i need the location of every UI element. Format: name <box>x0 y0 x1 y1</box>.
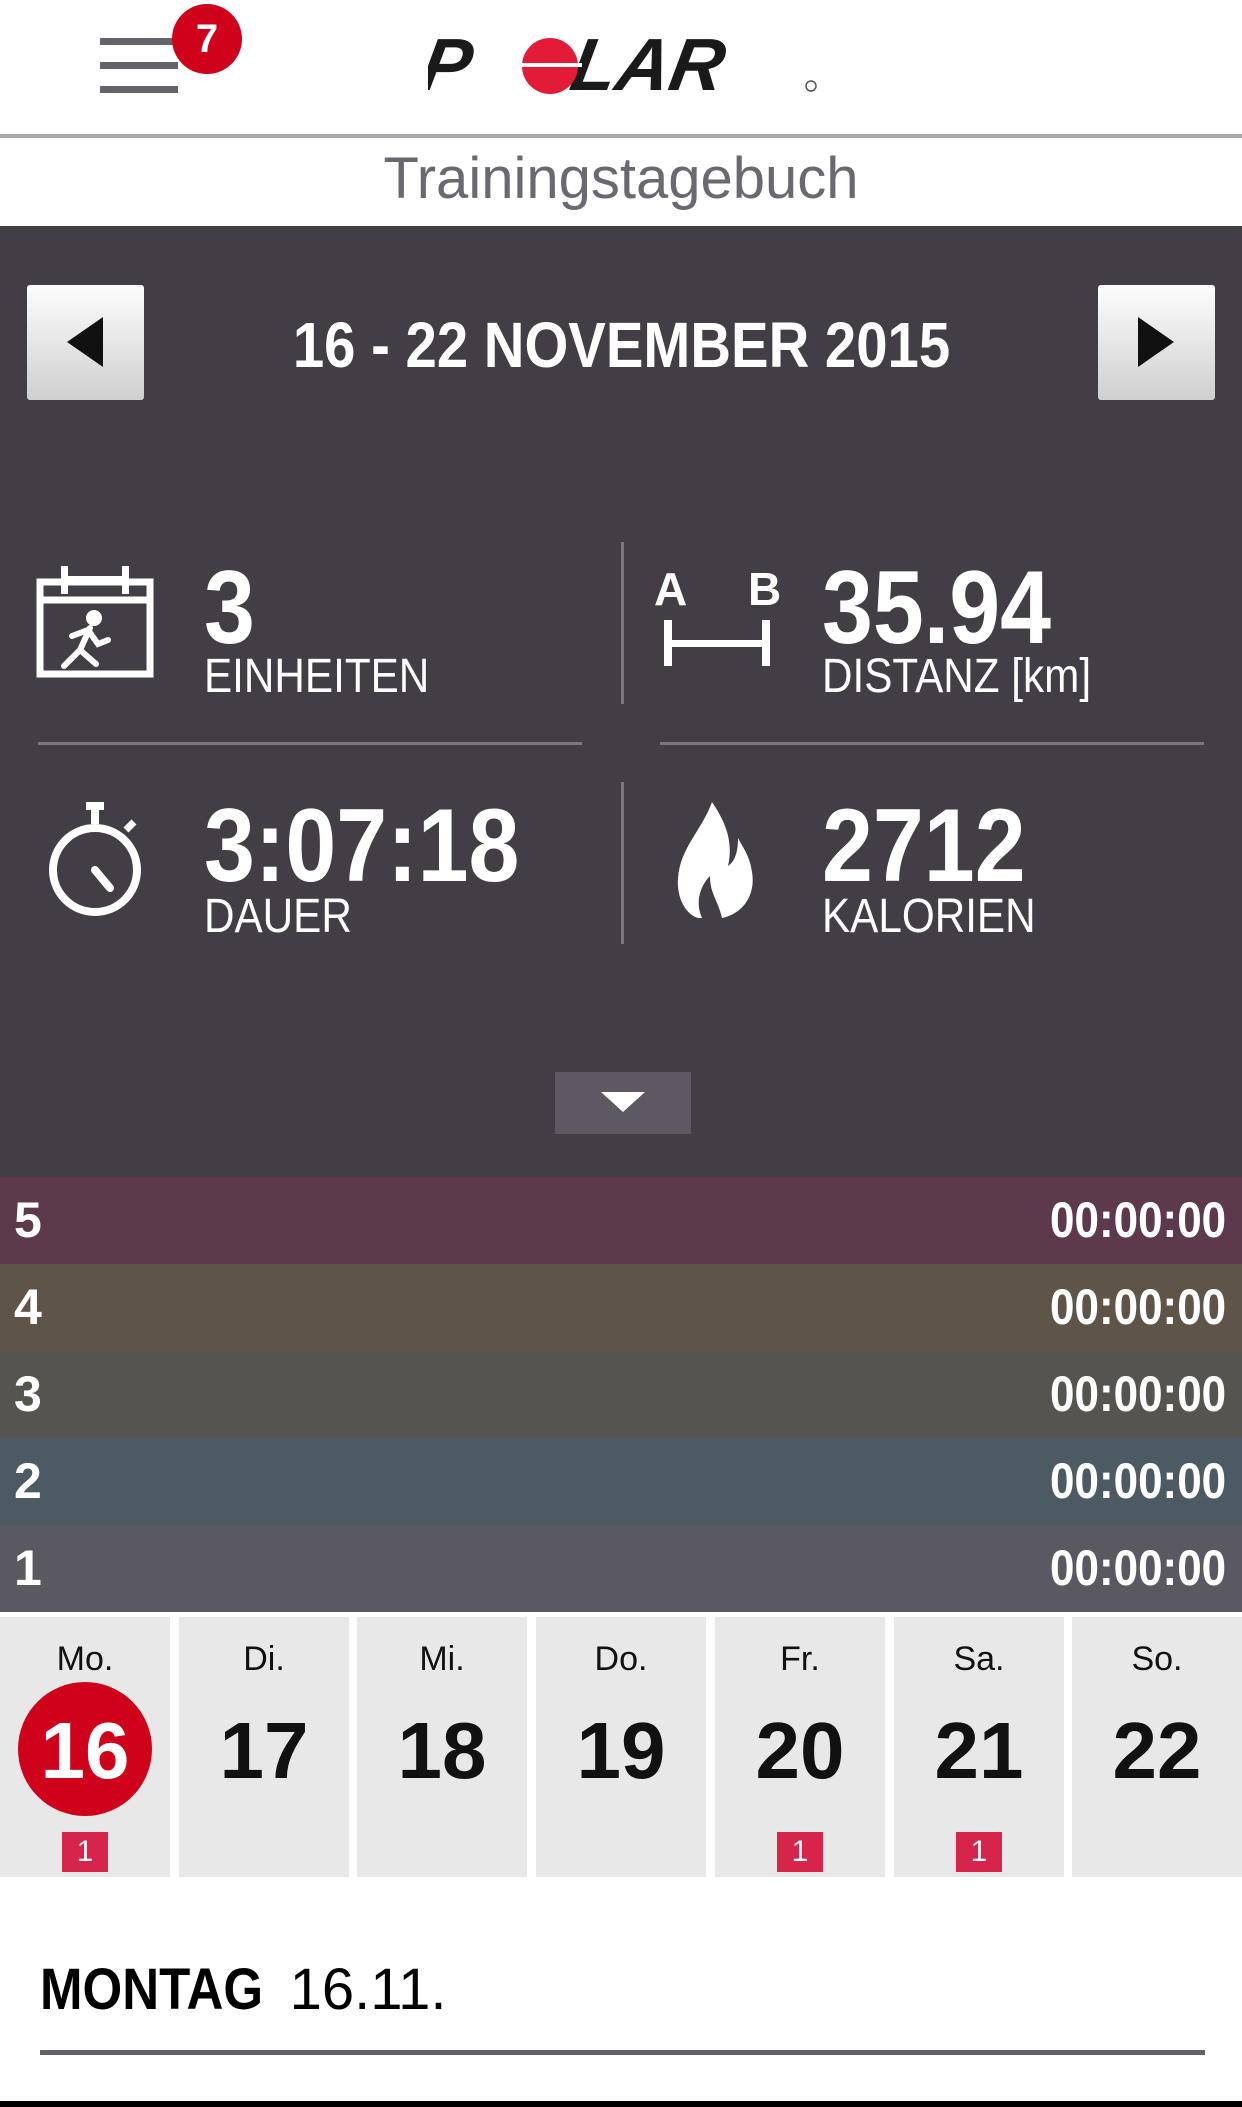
zone-number: 2 <box>14 1453 42 1509</box>
day-name: Mi. <box>419 1640 465 1678</box>
previous-week-button[interactable] <box>27 285 144 400</box>
chevron-down-icon <box>601 1092 645 1112</box>
day-cell-18[interactable]: Mi. 18 <box>357 1617 527 1877</box>
sessions-value: 3 <box>204 550 255 666</box>
day-date: 18 <box>397 1706 487 1795</box>
distance-value: 35.94 <box>822 550 1052 666</box>
divider <box>660 742 1204 745</box>
day-date: 16 <box>40 1706 130 1795</box>
zone-number: 3 <box>14 1366 42 1422</box>
day-detail-header: MONTAG 16.11. <box>40 1957 447 2022</box>
day-cell-16[interactable]: Mo. 16 1 <box>0 1617 170 1877</box>
duration-label: DAUER <box>204 890 352 943</box>
day-name: Sa. <box>953 1640 1005 1678</box>
sessions-label: EINHEITEN <box>204 650 430 703</box>
day-name: Do. <box>594 1640 648 1678</box>
calendar-run-icon <box>36 566 154 678</box>
calories-label: KALORIEN <box>822 890 1036 943</box>
heart-rate-zone-5: 5 00:00:00 <box>0 1177 1242 1264</box>
zone-time: 00:00:00 <box>1049 1540 1226 1596</box>
divider <box>621 782 624 944</box>
day-cell-17[interactable]: Di. 17 <box>179 1617 349 1877</box>
zone-time: 00:00:00 <box>1049 1279 1226 1335</box>
zone-number: 1 <box>14 1540 42 1596</box>
heart-rate-zone-3: 3 00:00:00 <box>0 1351 1242 1438</box>
week-range-title: 16 - 22 NOVEMBER 2015 <box>292 309 950 381</box>
day-name: So. <box>1131 1640 1183 1678</box>
header-divider <box>0 134 1242 138</box>
day-cell-20[interactable]: Fr. 20 1 <box>715 1617 885 1877</box>
selected-day-indicator <box>18 1682 152 1816</box>
arrow-right-icon <box>1138 317 1174 367</box>
heart-rate-zone-1: 1 00:00:00 <box>0 1525 1242 1612</box>
svg-text:LAR: LAR <box>565 32 732 96</box>
stopwatch-icon <box>49 802 141 916</box>
divider <box>38 742 582 745</box>
distance-label: DISTANZ [km] <box>822 650 1092 703</box>
svg-text:P: P <box>428 32 479 96</box>
flame-icon <box>677 802 753 919</box>
day-name: Di. <box>243 1640 285 1678</box>
duration-value: 3:07:18 <box>204 788 520 904</box>
heart-rate-zone-2: 2 00:00:00 <box>0 1438 1242 1525</box>
distance-ab-icon: A B <box>652 563 782 670</box>
day-date: 19 <box>576 1706 666 1795</box>
day-date: 21 <box>934 1706 1024 1795</box>
zone-time: 00:00:00 <box>1049 1453 1226 1509</box>
notification-badge[interactable]: 7 <box>172 4 242 74</box>
zone-number: 5 <box>14 1192 42 1248</box>
divider <box>621 542 624 704</box>
session-count-badge: 1 <box>956 1832 1002 1872</box>
day-cell-22[interactable]: So. 22 <box>1072 1617 1242 1877</box>
bottom-edge <box>0 2101 1242 2107</box>
day-name: Fr. <box>780 1640 820 1678</box>
day-name: Mo. <box>56 1640 114 1678</box>
day-date: 20 <box>755 1706 845 1795</box>
session-count-badge: 1 <box>777 1832 823 1872</box>
arrow-left-icon <box>67 317 103 367</box>
day-cell-19[interactable]: Do. 19 <box>536 1617 706 1877</box>
day-date: 17 <box>219 1706 309 1795</box>
menu-button[interactable] <box>100 38 180 94</box>
zone-number: 4 <box>14 1279 42 1335</box>
expand-button[interactable] <box>555 1072 691 1134</box>
day-cell-21[interactable]: Sa. 21 1 <box>894 1617 1064 1877</box>
next-week-button[interactable] <box>1098 285 1215 400</box>
session-count-badge: 1 <box>62 1832 108 1872</box>
day-date: 22 <box>1112 1706 1202 1795</box>
page-title: Trainingstagebuch <box>383 146 859 211</box>
zone-time: 00:00:00 <box>1049 1366 1226 1422</box>
zone-time: 00:00:00 <box>1049 1192 1226 1248</box>
heart-rate-zone-4: 4 00:00:00 <box>0 1264 1242 1351</box>
calories-value: 2712 <box>822 788 1026 904</box>
divider <box>40 2050 1205 2055</box>
polar-logo: P LAR <box>415 23 818 106</box>
